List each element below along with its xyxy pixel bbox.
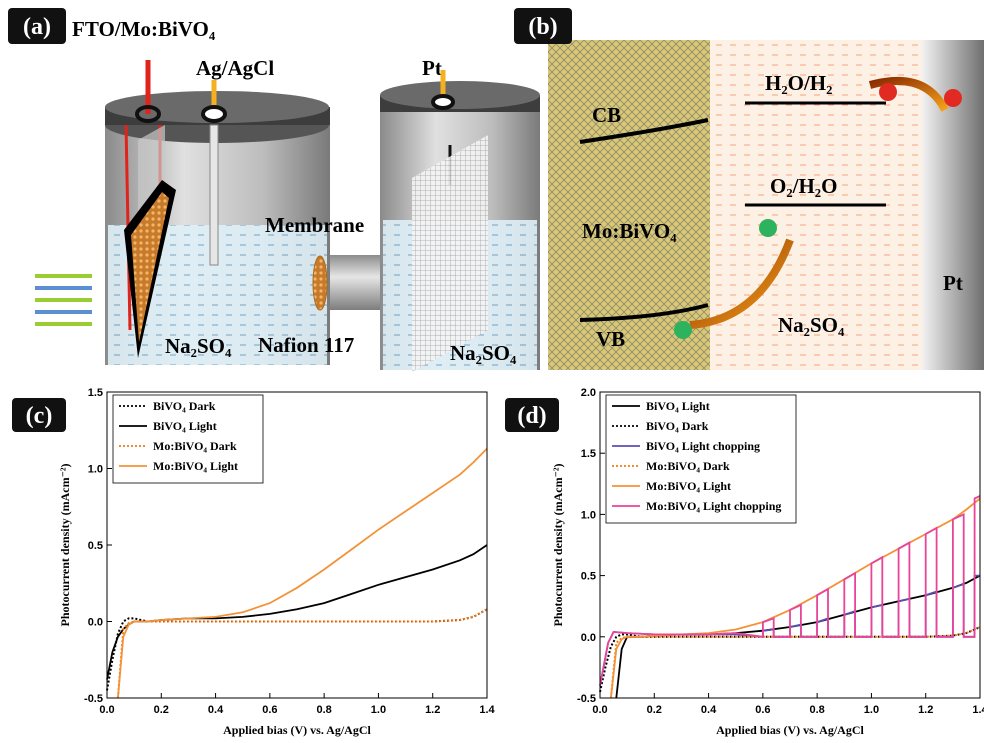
legend-label: BiVO₄ Light — [646, 399, 710, 413]
vb-label: VB — [596, 327, 625, 351]
tag-box — [514, 8, 572, 44]
x-tick-label: 0.6 — [755, 704, 770, 716]
cb-band — [579, 118, 709, 144]
legend-label: Mo:BiVO₄ Dark — [646, 459, 730, 473]
y-tick-label: 0.5 — [88, 540, 103, 552]
hole-arrow — [689, 238, 794, 329]
panel-tag: (b) — [528, 14, 557, 40]
x-axis-label: Applied bias (V) vs. Ag/AgCl — [223, 723, 371, 737]
tag-box — [505, 398, 559, 432]
series-line — [117, 447, 488, 699]
metal-label: Pt — [943, 271, 963, 295]
cb-label: CB — [592, 103, 621, 127]
panel-b: (b) CB Mo:BiVO₄ VB H₂O/H₂ O₂/H₂O Na₂SO₄ … — [514, 8, 984, 370]
legend-box — [112, 394, 264, 484]
x-tick-label: 1.0 — [371, 704, 386, 716]
x-tick-label: 0.6 — [262, 704, 277, 716]
semiconductor — [548, 40, 710, 370]
o2-level-label: O₂/H₂O — [770, 174, 837, 198]
port — [135, 105, 161, 123]
electron-arrow — [868, 76, 949, 112]
y-axis-label: Photocurrent density (mAcm⁻²) — [551, 463, 565, 626]
reference-electrode — [209, 124, 219, 266]
x-tick-label: 1.2 — [918, 704, 933, 716]
x-tick-label: 0.8 — [316, 704, 331, 716]
y-tick-label: 0.5 — [581, 571, 596, 583]
series-line — [106, 544, 488, 680]
electron — [879, 83, 897, 101]
membrane-label: Membrane — [265, 213, 364, 237]
legend-box — [605, 394, 797, 524]
electron — [944, 89, 962, 107]
series-line — [610, 497, 981, 699]
electrolyte-label: Na₂SO₄ — [450, 341, 517, 365]
tag-box — [12, 398, 66, 432]
electrode — [131, 192, 169, 342]
reference-label: Ag/AgCl — [196, 56, 274, 80]
pt-mesh — [412, 135, 488, 372]
hole — [674, 321, 692, 339]
x-tick-label: 0.4 — [208, 704, 224, 716]
panel-tag: (d) — [517, 403, 546, 429]
legend-label: Mo:BiVO₄ Light chopping — [646, 499, 781, 513]
y-tick-label: 0.0 — [88, 617, 103, 629]
panel-tag: (a) — [23, 14, 51, 40]
h2-level-label: H₂O/H₂ — [765, 71, 832, 95]
cap — [380, 81, 540, 109]
legend-label: Mo:BiVO₄ Light — [153, 459, 238, 473]
x-tick-label: 0.0 — [99, 704, 114, 716]
series-line — [116, 608, 488, 699]
counter-label: Pt — [422, 56, 442, 80]
vb-band — [579, 303, 709, 322]
y-tick-label: 1.5 — [88, 387, 103, 399]
y-tick-label: 1.0 — [88, 464, 103, 476]
x-axis-label: Applied bias (V) vs. Ag/AgCl — [716, 723, 864, 737]
series-line — [599, 495, 981, 686]
membrane — [312, 255, 328, 311]
legend-label: BiVO₄ Dark — [646, 419, 709, 433]
electrolyte-label: Na₂SO₄ — [778, 313, 845, 337]
light-arrows — [35, 274, 92, 326]
y-tick-label: 2.0 — [581, 387, 596, 399]
y-tick-label: 0.0 — [581, 632, 596, 644]
panel-a: (a) FTO/Mo:BiVO₄ Ag/AgCl Pt Membrane Naf… — [8, 8, 540, 372]
legend-label: Mo:BiVO₄ Light — [646, 479, 731, 493]
legend-label: Mo:BiVO₄ Dark — [153, 439, 237, 453]
x-tick-label: 0.4 — [701, 704, 717, 716]
x-tick-label: 1.2 — [425, 704, 440, 716]
x-tick-label: 1.0 — [864, 704, 879, 716]
y-tick-label: -0.5 — [577, 693, 596, 705]
legend-label: BiVO₄ Dark — [153, 399, 216, 413]
x-tick-label: 1.4 — [479, 704, 495, 716]
x-tick-label: 0.0 — [592, 704, 607, 716]
plot-frame — [106, 391, 488, 699]
x-tick-label: 1.4 — [972, 704, 984, 716]
y-tick-label: 1.5 — [581, 448, 596, 460]
x-tick-label: 0.8 — [809, 704, 824, 716]
x-tick-label: 0.2 — [154, 704, 169, 716]
hole — [759, 219, 777, 237]
legend-label: BiVO₄ Light — [153, 419, 217, 433]
y-tick-label: 1.0 — [581, 509, 596, 521]
panel-tag: (c) — [26, 403, 53, 429]
plot-frame — [599, 391, 981, 699]
y-axis-label: Photocurrent density (mAcm⁻²) — [58, 463, 72, 626]
port — [431, 94, 455, 110]
semiconductor-label: Mo:BiVO₄ — [582, 219, 677, 243]
tag-box — [8, 8, 66, 44]
y-tick-label: -0.5 — [84, 693, 103, 705]
x-tick-label: 0.2 — [647, 704, 662, 716]
nafion-label: Nafion 117 — [258, 333, 354, 357]
electrolyte-label: Na₂SO₄ — [165, 334, 232, 358]
electrode-label: FTO/Mo:BiVO₄ — [72, 17, 216, 41]
legend-label: BiVO₄ Light chopping — [646, 439, 760, 453]
port — [201, 105, 227, 123]
